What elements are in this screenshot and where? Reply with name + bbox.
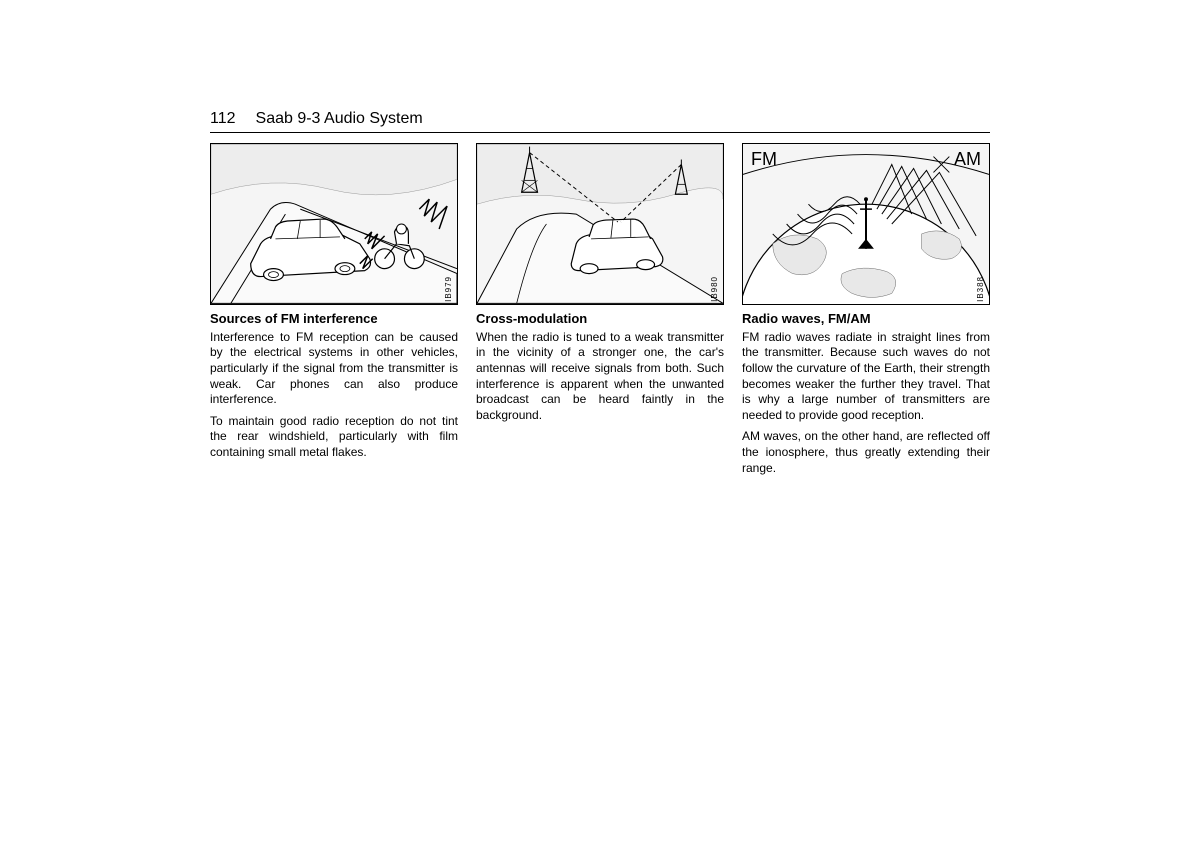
car-motorcycle-icon	[211, 144, 457, 304]
section-title: Saab 9-3 Audio System	[256, 110, 423, 128]
columns-container: IB979 Sources of FM interference Interfe…	[210, 143, 990, 482]
column-2: IB980 Cross-modulation When the radio is…	[476, 143, 724, 482]
para-1-0: Interference to FM reception can be caus…	[210, 330, 458, 408]
heading-3: Radio waves, FM/AM	[742, 311, 990, 328]
heading-2: Cross-modulation	[476, 311, 724, 328]
page-header: 112 Saab 9-3 Audio System	[210, 110, 990, 133]
figure-radio-waves: FM AM	[742, 143, 990, 305]
figure-cross-modulation: IB980	[476, 143, 724, 305]
column-1: IB979 Sources of FM interference Interfe…	[210, 143, 458, 482]
figure-id-2: IB980	[710, 276, 719, 302]
para-3-0: FM radio waves radiate in straight lines…	[742, 330, 990, 424]
column-3: FM AM	[742, 143, 990, 482]
figure-id-1: IB979	[444, 276, 453, 302]
page-number: 112	[210, 110, 236, 128]
para-2-0: When the radio is tuned to a weak transm…	[476, 330, 724, 424]
para-3-1: AM waves, on the other hand, are reflect…	[742, 429, 990, 476]
am-label: AM	[954, 149, 981, 170]
globe-waves-icon	[743, 144, 989, 304]
para-1-1: To maintain good radio reception do not …	[210, 414, 458, 461]
car-towers-icon	[477, 144, 723, 304]
heading-1: Sources of FM interference	[210, 311, 458, 328]
figure-fm-interference: IB979	[210, 143, 458, 305]
figure-id-3: IB388	[976, 276, 985, 302]
fm-label: FM	[751, 149, 777, 170]
page-content: 112 Saab 9-3 Audio System	[210, 110, 990, 482]
